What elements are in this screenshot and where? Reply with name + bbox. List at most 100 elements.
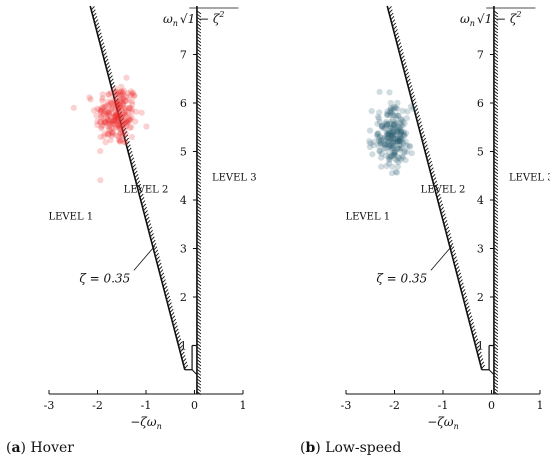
hatch-mark: [196, 304, 202, 309]
data-point: [116, 124, 123, 131]
data-point: [396, 124, 403, 131]
data-point: [102, 119, 109, 126]
data-point: [400, 131, 407, 138]
hatch-mark: [132, 167, 137, 172]
y-tick-label: 5: [477, 146, 484, 159]
hatch-mark: [90, 6, 95, 11]
hatch-mark: [196, 221, 202, 226]
data-point: [397, 130, 405, 138]
data-point: [116, 122, 123, 129]
hatch-mark: [493, 340, 499, 344]
data-point: [399, 122, 406, 129]
hatch-mark: [196, 336, 202, 341]
hatch-mark: [98, 35, 103, 40]
hatch-mark: [493, 186, 499, 191]
data-point: [123, 93, 130, 100]
hatch-mark: [196, 122, 202, 127]
data-point: [101, 118, 108, 125]
hatch-mark: [435, 190, 440, 195]
data-point: [398, 116, 405, 123]
data-point: [110, 119, 117, 126]
hatch-mark: [493, 84, 499, 88]
hatch-mark: [143, 210, 148, 215]
data-point: [389, 163, 396, 170]
y-tick-label: 7: [477, 49, 484, 62]
data-point: [109, 130, 117, 137]
data-point: [127, 116, 134, 123]
x-tick-label: 1: [537, 399, 544, 412]
hatch-mark: [493, 93, 499, 98]
data-point: [376, 88, 383, 95]
data-point: [401, 120, 408, 127]
data-point: [375, 135, 382, 142]
hatch-mark: [493, 372, 499, 376]
data-point: [388, 170, 396, 177]
data-point: [390, 132, 397, 139]
data-point: [113, 89, 120, 97]
hatch-mark: [430, 170, 435, 175]
data-point: [402, 138, 409, 145]
data-point: [115, 89, 123, 96]
data-point: [97, 109, 104, 116]
data-point: [396, 138, 403, 145]
hatch-mark: [493, 301, 499, 306]
hatch-mark: [196, 170, 202, 175]
hatch-mark: [422, 141, 427, 146]
hatch-mark: [196, 279, 202, 284]
hatch-mark: [493, 349, 499, 354]
hatch-mark: [196, 372, 202, 376]
data-point: [374, 120, 381, 127]
hatch-mark: [196, 359, 202, 364]
data-point: [393, 126, 400, 134]
data-point: [105, 98, 112, 105]
data-point: [366, 138, 373, 145]
hatch-mark: [196, 42, 202, 47]
data-point: [121, 105, 128, 112]
hatch-mark: [196, 96, 202, 101]
data-point: [118, 114, 126, 121]
data-point: [125, 96, 132, 103]
hatch-mark: [405, 75, 410, 80]
data-point: [379, 124, 386, 131]
hatch-mark: [164, 289, 169, 294]
hatch-mark: [393, 29, 398, 34]
hatch-mark: [196, 160, 202, 165]
data-point: [87, 96, 94, 103]
hatch-mark: [180, 351, 185, 356]
chart-panel-b: -3 -2 -1 0 1 −ζωn 1 2 3 4 5 6 7 ωn √1 − ζ2 LEVEL 1 LEVEL…: [341, 5, 550, 431]
hatch-mark: [124, 134, 129, 139]
hatch-mark: [196, 272, 202, 277]
data-point: [396, 131, 403, 138]
hatch-mark: [196, 80, 202, 85]
data-point: [119, 95, 126, 102]
data-point: [376, 109, 383, 116]
hatch-mark: [174, 328, 179, 333]
hatch-mark: [437, 196, 442, 202]
data-point: [123, 120, 130, 127]
data-point: [391, 151, 398, 159]
hatch-mark: [446, 233, 451, 238]
hatch-mark: [388, 9, 393, 14]
data-point: [394, 153, 401, 160]
data-point: [98, 104, 106, 111]
hatch-mark: [493, 106, 499, 111]
hatch-mark: [125, 137, 130, 142]
hatch-mark: [493, 343, 499, 348]
hatch-mark: [493, 327, 499, 332]
data-point: [116, 113, 123, 120]
hatch-mark: [183, 361, 188, 366]
hatch-mark: [142, 203, 147, 208]
data-point: [97, 148, 104, 155]
data-point: [118, 83, 125, 90]
data-point: [122, 107, 129, 114]
hatch-mark: [493, 368, 499, 373]
hatch-mark: [399, 48, 403, 53]
data-point: [389, 129, 396, 136]
region-label-level3: LEVEL 3: [509, 173, 550, 184]
data-point: [122, 124, 129, 131]
data-point: [112, 113, 119, 120]
hatch-mark: [493, 352, 499, 357]
hatch-mark: [493, 247, 499, 252]
hatch-mark: [152, 243, 157, 248]
hatch-mark: [196, 183, 202, 188]
